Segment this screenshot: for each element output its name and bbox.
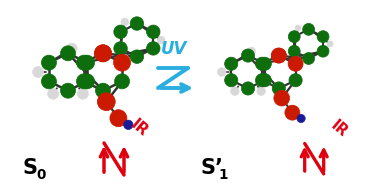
Circle shape xyxy=(258,74,271,87)
Circle shape xyxy=(80,74,95,89)
Circle shape xyxy=(114,54,131,71)
Circle shape xyxy=(258,57,271,70)
Circle shape xyxy=(121,54,128,62)
Circle shape xyxy=(272,82,285,95)
Circle shape xyxy=(77,74,91,89)
Circle shape xyxy=(289,74,302,87)
Circle shape xyxy=(94,45,111,62)
Circle shape xyxy=(288,45,300,57)
Circle shape xyxy=(317,31,329,43)
Circle shape xyxy=(248,47,255,55)
Circle shape xyxy=(297,114,305,123)
Text: 0: 0 xyxy=(36,168,46,182)
Circle shape xyxy=(115,74,130,89)
Circle shape xyxy=(67,43,77,53)
Circle shape xyxy=(48,88,58,99)
Circle shape xyxy=(327,41,333,47)
Circle shape xyxy=(255,57,269,70)
Circle shape xyxy=(124,120,133,129)
Circle shape xyxy=(147,42,160,55)
Circle shape xyxy=(255,74,269,87)
Circle shape xyxy=(130,17,144,30)
Circle shape xyxy=(130,50,144,64)
Circle shape xyxy=(241,49,255,62)
Circle shape xyxy=(231,87,239,95)
Circle shape xyxy=(295,25,301,31)
Text: IR: IR xyxy=(327,117,350,140)
Circle shape xyxy=(225,57,238,70)
Text: UV: UV xyxy=(161,40,187,58)
Circle shape xyxy=(147,25,160,39)
Circle shape xyxy=(41,74,57,89)
Circle shape xyxy=(97,93,115,111)
Circle shape xyxy=(95,83,111,98)
Circle shape xyxy=(271,48,286,63)
Text: S: S xyxy=(22,158,37,178)
Circle shape xyxy=(41,55,57,70)
Circle shape xyxy=(77,88,88,99)
Circle shape xyxy=(33,67,44,77)
Circle shape xyxy=(77,55,91,70)
Circle shape xyxy=(317,45,329,57)
Circle shape xyxy=(61,83,75,98)
Circle shape xyxy=(295,57,301,63)
Text: S’: S’ xyxy=(200,158,223,178)
Text: 1: 1 xyxy=(218,168,228,182)
Circle shape xyxy=(288,31,300,43)
Circle shape xyxy=(158,36,165,44)
Circle shape xyxy=(80,55,95,70)
Circle shape xyxy=(274,90,290,106)
Circle shape xyxy=(94,45,111,62)
Circle shape xyxy=(303,23,314,35)
Circle shape xyxy=(114,25,127,39)
Circle shape xyxy=(225,74,238,87)
Circle shape xyxy=(114,42,127,55)
Circle shape xyxy=(218,68,226,76)
Circle shape xyxy=(121,18,128,26)
Text: IR: IR xyxy=(128,116,151,139)
Circle shape xyxy=(110,110,127,127)
Circle shape xyxy=(257,87,265,95)
Circle shape xyxy=(303,53,314,64)
Circle shape xyxy=(285,105,300,120)
Circle shape xyxy=(241,82,255,95)
Circle shape xyxy=(288,56,303,71)
Circle shape xyxy=(271,48,286,63)
Circle shape xyxy=(61,46,75,61)
